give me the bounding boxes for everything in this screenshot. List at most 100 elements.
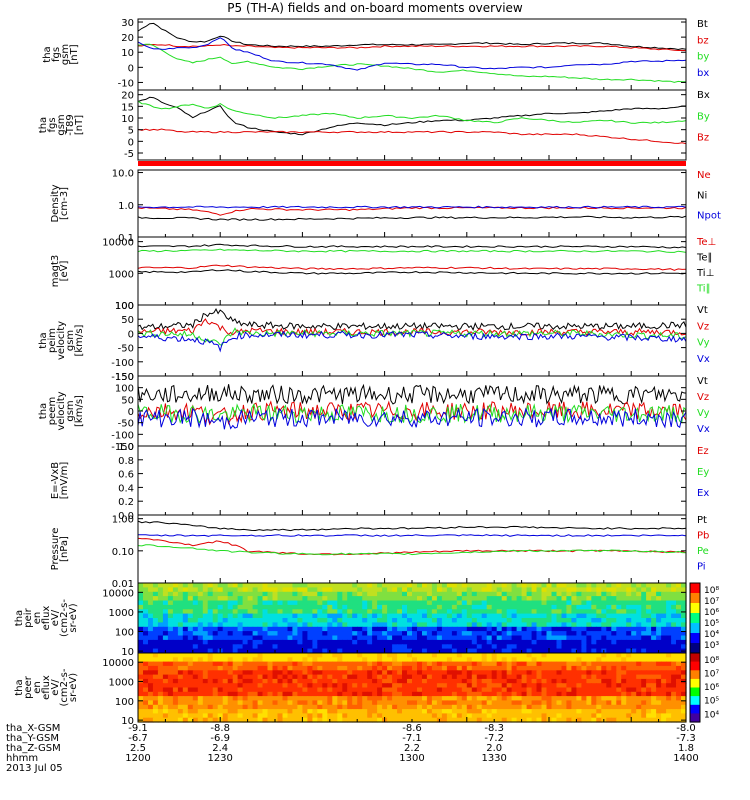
heatmap-cell: [148, 709, 154, 714]
heatmap-cell: [556, 600, 563, 606]
heatmap-cell: [187, 696, 194, 701]
heatmap-cell: [262, 631, 269, 637]
heatmap-cell: [212, 657, 219, 663]
heatmap-cell: [262, 674, 269, 680]
heatmap-cell: [387, 687, 393, 693]
heatmap-cell: [426, 687, 433, 693]
heatmap-cell: [536, 596, 543, 602]
heatmap-cell: [342, 644, 348, 650]
heatmap-cell: [307, 648, 313, 654]
heatmap-cell: [327, 631, 333, 637]
heatmap-cell: [626, 691, 632, 697]
heatmap-cell: [422, 709, 428, 714]
heatmap-cell: [207, 639, 214, 645]
series-line-pb: [137, 537, 687, 556]
heatmap-cell: [536, 618, 543, 623]
heatmap-cell: [387, 631, 393, 637]
heatmap-cell: [621, 709, 627, 714]
heatmap-cell: [212, 609, 219, 615]
heatmap-cell: [641, 665, 647, 671]
heatmap-cell: [207, 665, 214, 671]
heatmap-cell: [167, 717, 174, 723]
y-tick-label: 10: [121, 647, 134, 658]
legend-vy: Vy: [697, 408, 710, 419]
heatmap-cell: [471, 683, 478, 689]
heatmap-cell: [312, 591, 318, 597]
heatmap-cell: [476, 709, 483, 714]
heatmap-cell: [157, 609, 164, 615]
heatmap-cell: [177, 687, 184, 693]
heatmap-cell: [451, 687, 458, 693]
heatmap-cell: [531, 683, 538, 689]
heatmap-cell: [431, 609, 438, 615]
heatmap-cell: [287, 600, 294, 606]
heatmap-cell: [382, 583, 388, 588]
heatmap-cell: [511, 644, 518, 650]
heatmap-cell: [422, 604, 428, 610]
heatmap-cell: [481, 678, 488, 684]
heatmap-cell: [352, 648, 358, 654]
heatmap-cell: [456, 717, 463, 723]
heatmap-cell: [227, 604, 234, 610]
y-axis-label: en: [32, 681, 43, 694]
heatmap-cell: [412, 691, 418, 697]
heatmap-cell: [576, 587, 582, 593]
heatmap-cell: [546, 600, 553, 606]
heatmap-cell: [521, 648, 528, 654]
heatmap-cell: [446, 604, 453, 610]
heatmap-cell: [322, 644, 328, 650]
heatmap-cell: [247, 717, 254, 723]
heatmap-cell: [302, 583, 308, 588]
heatmap-cell: [591, 661, 597, 667]
heatmap-cell: [631, 661, 637, 667]
colorbar-label: 10⁵: [704, 619, 719, 629]
heatmap-cell: [237, 591, 244, 597]
heatmap-cell: [357, 631, 363, 637]
heatmap-cell: [362, 713, 368, 719]
heatmap-cell: [476, 674, 483, 680]
heatmap-cell: [192, 674, 199, 680]
heatmap-cell: [262, 657, 269, 663]
heatmap-cell: [526, 713, 533, 719]
heatmap-cell: [436, 596, 443, 602]
heatmap-cell: [486, 613, 493, 619]
heatmap-cell: [397, 626, 403, 632]
heatmap-cell: [646, 618, 652, 623]
heatmap-cell: [167, 700, 174, 706]
heatmap-cell: [456, 661, 463, 667]
heatmap-cell: [202, 683, 209, 689]
heatmap-cell: [676, 600, 682, 606]
heatmap-cell: [392, 596, 398, 602]
heatmap-cell: [631, 583, 637, 588]
heatmap-cell: [267, 717, 274, 723]
legend-bz: Bz: [697, 133, 709, 144]
heatmap-cell: [661, 604, 667, 610]
series-line-vt: [137, 383, 687, 405]
heatmap-cell: [531, 631, 538, 637]
heatmap-cell: [506, 691, 513, 697]
heatmap-cell: [516, 635, 523, 641]
heatmap-cell: [536, 609, 543, 615]
heatmap-cell: [601, 591, 607, 597]
heatmap-cell: [606, 609, 612, 615]
heatmap-cell: [561, 704, 568, 710]
heatmap-cell: [511, 657, 518, 663]
heatmap-cell: [317, 604, 323, 610]
heatmap-cell: [402, 696, 408, 701]
heatmap-cell: [511, 674, 518, 680]
heatmap-cell: [441, 635, 448, 641]
heatmap-cell: [297, 618, 303, 623]
y-axis-label: -T89: [65, 114, 76, 136]
heatmap-cell: [362, 687, 368, 693]
heatmap-cell: [382, 687, 388, 693]
heatmap-cell: [656, 653, 662, 658]
heatmap-cell: [217, 591, 224, 597]
heatmap-cell: [382, 622, 388, 628]
heatmap-cell: [282, 665, 289, 671]
heatmap-cell: [626, 600, 632, 606]
heatmap-cell: [646, 631, 652, 637]
heatmap-cell: [237, 683, 244, 689]
heatmap-cell: [138, 583, 144, 588]
heatmap-cell: [556, 626, 563, 632]
heatmap-cell: [536, 613, 543, 619]
